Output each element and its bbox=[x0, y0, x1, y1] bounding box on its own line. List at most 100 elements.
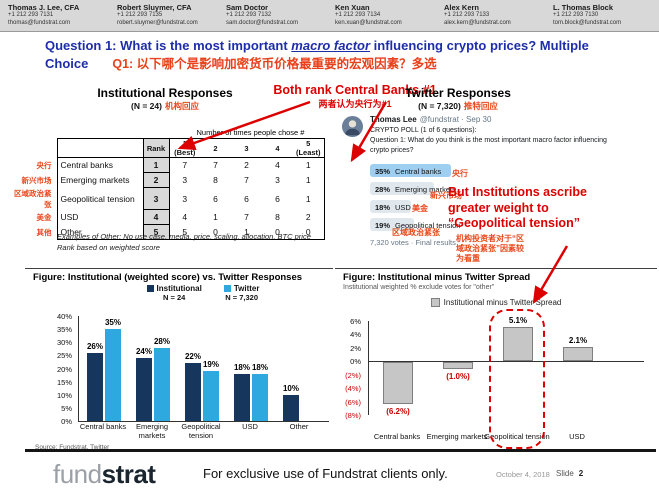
contact-phone: +1 212 293 7131 bbox=[8, 12, 54, 18]
count-cell: 6 bbox=[275, 193, 280, 204]
bar-value-label: 19% bbox=[202, 360, 219, 370]
contact-card: Thomas J. Lee, CFA +1 212 293 7131 thomas@… bbox=[0, 0, 109, 31]
legend-institutional-n: N = 24 bbox=[163, 293, 186, 302]
contact-name: Ken Xuan bbox=[335, 3, 370, 12]
poll-bar bbox=[370, 182, 435, 195]
x-axis-label: Emerging markets bbox=[426, 432, 488, 441]
bar-value-label: 10% bbox=[282, 383, 299, 393]
spread-bar bbox=[383, 362, 413, 404]
y-tick-label: 15% bbox=[56, 377, 72, 387]
count-cell: 3 bbox=[275, 175, 280, 185]
poll-votes: 7,320 votes · Final results bbox=[370, 238, 456, 247]
row-label: Geopolitical tension bbox=[56, 187, 144, 210]
contact-name: Sam Doctor bbox=[226, 3, 269, 12]
table-notes: Examples of Other: No use case, media, p… bbox=[57, 231, 311, 254]
y-tick-label: 4% bbox=[350, 330, 361, 340]
contact-email: robert.sluymer@fundstrat.com bbox=[117, 19, 198, 26]
spread-value-label: (6.2%) bbox=[386, 406, 410, 416]
poll-label: Central banks bbox=[395, 166, 442, 176]
contact-phone: +1 212 293 7132 bbox=[226, 12, 272, 18]
left-chart-plot: 26% 35% 24% 28% 22% 19% 18% 18% 10% bbox=[78, 316, 329, 422]
x-axis-label: Other bbox=[289, 422, 309, 431]
legend-institutional: Institutional N = 24 bbox=[146, 284, 202, 302]
poll-label: Geopolitical tension bbox=[395, 220, 461, 230]
chart-institutional-vs-twitter: Figure: Institutional (weighted score) v… bbox=[25, 268, 333, 451]
tweet-body: CRYPTO POLL (1 of 6 questions): Question… bbox=[370, 127, 607, 155]
bar-value-label: 18% bbox=[251, 362, 268, 372]
institutional-bar bbox=[283, 394, 299, 421]
right-chart-y-axis: 6% 4% 2% 0% (2%) (4%) (6%) (8%) bbox=[336, 317, 364, 420]
column-header: 5 (Least) bbox=[293, 138, 325, 158]
institutional-bar bbox=[234, 373, 250, 421]
x-axis-label: Geopolitical tension bbox=[181, 422, 221, 440]
slide-label: Slide bbox=[556, 469, 574, 478]
left-chart-title: Figure: Institutional (weighted score) v… bbox=[33, 272, 303, 283]
spread-bar bbox=[443, 362, 473, 369]
legend-spread-label: Institutional minus Twitter Spread bbox=[443, 298, 562, 307]
institutional-n-chinese: 机构回应 bbox=[164, 101, 199, 111]
table-row: 区域政治紧张 Geopolitical tension 3 3 6 6 6 1 bbox=[9, 187, 325, 210]
count-cell: 4 bbox=[275, 160, 280, 171]
bar-value-label: 24% bbox=[135, 347, 152, 356]
macro-factor-emphasis: macro factor bbox=[291, 38, 371, 53]
institutional-n: (N = 24) 机构回应 bbox=[85, 100, 245, 112]
logo-bold: strat bbox=[101, 459, 156, 489]
twitter-section-header: Twitter Responses (N = 7,320) 推特回应 bbox=[362, 86, 554, 112]
question-text: Question 1: What is the most important bbox=[45, 38, 292, 53]
rank-cell: 4 bbox=[142, 209, 170, 225]
poll-bar bbox=[370, 200, 412, 213]
twitter-bar bbox=[203, 371, 219, 421]
x-axis-label: Central banks bbox=[79, 422, 127, 431]
column-header: 1 (Best) bbox=[169, 138, 200, 158]
question-line2: Choice Q1: 以下哪个是影响加密货币价格最重要的宏观因素？多选 bbox=[45, 55, 645, 73]
count-cell: 0 bbox=[200, 224, 231, 240]
institutional-swatch bbox=[146, 285, 154, 292]
institutional-bar bbox=[136, 358, 152, 421]
tweet-handle-date: @fundstrat · Sep 30 bbox=[419, 115, 492, 124]
count-cell: 0 bbox=[293, 224, 325, 240]
y-tick-label: 40% bbox=[56, 312, 72, 321]
rank-cell: 1 bbox=[142, 157, 170, 173]
table-row: 新兴市场 Emerging markets 2 3 8 7 3 1 bbox=[9, 172, 325, 188]
spread-swatch bbox=[430, 298, 440, 307]
poll-option: 19% Geopolitical tension 区域政治紧张 bbox=[370, 218, 540, 237]
question-chinese: Q1: 以下哪个是影响加密货币价格最重要的宏观因素？多选 bbox=[112, 56, 437, 71]
tweet-author: Thomas Lee bbox=[370, 115, 417, 124]
poll-option-text: 19% Geopolitical tension bbox=[375, 221, 460, 230]
spread-bar bbox=[503, 327, 533, 362]
table-span-header: Number of times people chose # bbox=[196, 128, 305, 137]
label-header-cell bbox=[56, 138, 144, 158]
chart-source: Source: Fundstrat, Twitter bbox=[35, 444, 110, 451]
poll-label-chinese: 区域政治紧张 bbox=[392, 228, 440, 237]
contact-name: Robert Sluymer, CFA bbox=[117, 3, 192, 12]
institutional-bar bbox=[185, 363, 201, 421]
column-header: 4 bbox=[262, 138, 293, 158]
twitter-n: (N = 7,320) 推特回应 bbox=[362, 100, 554, 112]
contact-name: Thomas J. Lee, CFA bbox=[8, 3, 80, 12]
bar-value-label: 28% bbox=[153, 336, 170, 346]
poll-percent: 19% bbox=[375, 220, 391, 230]
question-text-tail: influencing crypto prices? Multiple bbox=[370, 38, 589, 53]
count-cell: 3 bbox=[182, 175, 188, 185]
table-note-examples: Examples of Other: No use case, media, p… bbox=[57, 232, 311, 241]
poll-option-text: 18% USD bbox=[375, 203, 411, 212]
poll-label: USD bbox=[395, 202, 411, 212]
count-cell: 6 bbox=[244, 193, 249, 204]
contact-email: ken.xuan@fundstrat.com bbox=[335, 19, 402, 26]
twitter-swatch bbox=[223, 285, 231, 292]
count-cell: 1 bbox=[293, 187, 325, 210]
count-cell: 7 bbox=[213, 160, 218, 171]
right-chart-title: Figure: Institutional minus Twitter Spre… bbox=[343, 272, 531, 283]
contact-email: thomas@fundstrat.com bbox=[8, 19, 71, 26]
contact-card: Ken Xuan +1 212 293 7134 ken.xuan@fundstra… bbox=[327, 0, 436, 31]
slide-number: 2 bbox=[578, 469, 584, 478]
contact-phone: +1 212 293 7135 bbox=[117, 12, 163, 18]
legend-institutional-label: Institutional bbox=[156, 284, 202, 293]
right-chart-subtitle: Institutional weighted % exclude votes f… bbox=[343, 284, 495, 291]
contact-email: sam.doctor@fundstrat.com bbox=[226, 19, 299, 26]
bar-value-label: 26% bbox=[86, 341, 103, 351]
y-tick-label: 30% bbox=[56, 338, 72, 348]
twitter-title: Twitter Responses bbox=[405, 86, 511, 100]
y-tick-label: 20% bbox=[56, 364, 72, 374]
